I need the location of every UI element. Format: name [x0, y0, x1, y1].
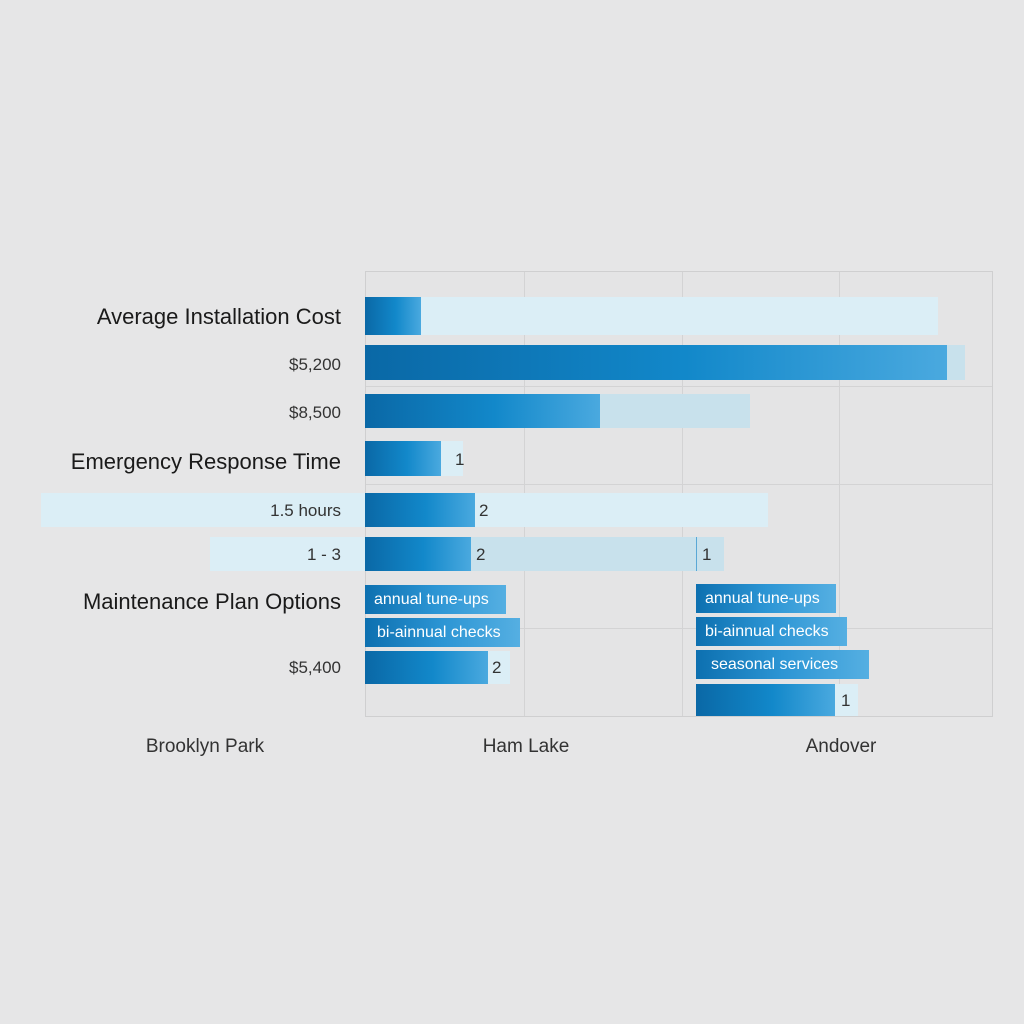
row-label: 1 - 3	[306, 545, 341, 564]
option-bi-annual-checks-ham-lake: bi-ainnual checks	[365, 618, 520, 647]
section-title-installation-cost: Average Installation Cost	[96, 304, 341, 329]
bar-response-header	[365, 441, 441, 476]
value-label: 2	[476, 545, 486, 564]
row-label: $5,200	[289, 355, 341, 374]
bar-5400	[365, 651, 488, 684]
value-label: 2	[492, 658, 502, 677]
gridline	[366, 628, 992, 629]
bar-5200	[365, 345, 947, 380]
value-label: 1	[455, 450, 465, 469]
bar-installation-header	[365, 297, 421, 335]
bar-1-5-hours	[365, 493, 475, 527]
bar-andover-maint	[696, 684, 835, 716]
row-label: $8,500	[289, 403, 341, 422]
option-annual-tune-ups-ham-lake: annual tune-ups	[365, 585, 506, 614]
option-annual-tune-ups-andover: annual tune-ups	[696, 584, 836, 613]
bar-installation-track	[365, 297, 938, 335]
value-label: 1	[702, 545, 712, 564]
category-label-ham-lake: Ham Lake	[482, 736, 570, 757]
gridline	[366, 386, 992, 387]
option-bi-annual-checks-andover: bi-ainnual checks	[696, 617, 847, 646]
section-title-maintenance-plans: Maintenance Plan Options	[82, 589, 341, 614]
bar-1-3-marker	[696, 537, 697, 571]
section-title-emergency-response: Emergency Response Time	[70, 449, 341, 474]
gridline	[839, 272, 840, 716]
value-label: 2	[479, 501, 489, 520]
option-seasonal-services-andover: seasonal services	[696, 650, 869, 679]
category-label-brooklyn-park: Brooklyn Park	[145, 736, 265, 757]
bar-response-1-3-left	[210, 537, 365, 571]
gridline	[366, 484, 992, 485]
category-label-andover: Andover	[805, 736, 877, 757]
row-label: $5,400	[289, 658, 341, 677]
bar-1-3	[365, 537, 471, 571]
bar-8500	[365, 394, 600, 428]
row-label: 1.5 hours	[270, 501, 341, 520]
value-label: 1	[841, 691, 851, 710]
bar-response-1-5-hours-left	[41, 493, 365, 527]
